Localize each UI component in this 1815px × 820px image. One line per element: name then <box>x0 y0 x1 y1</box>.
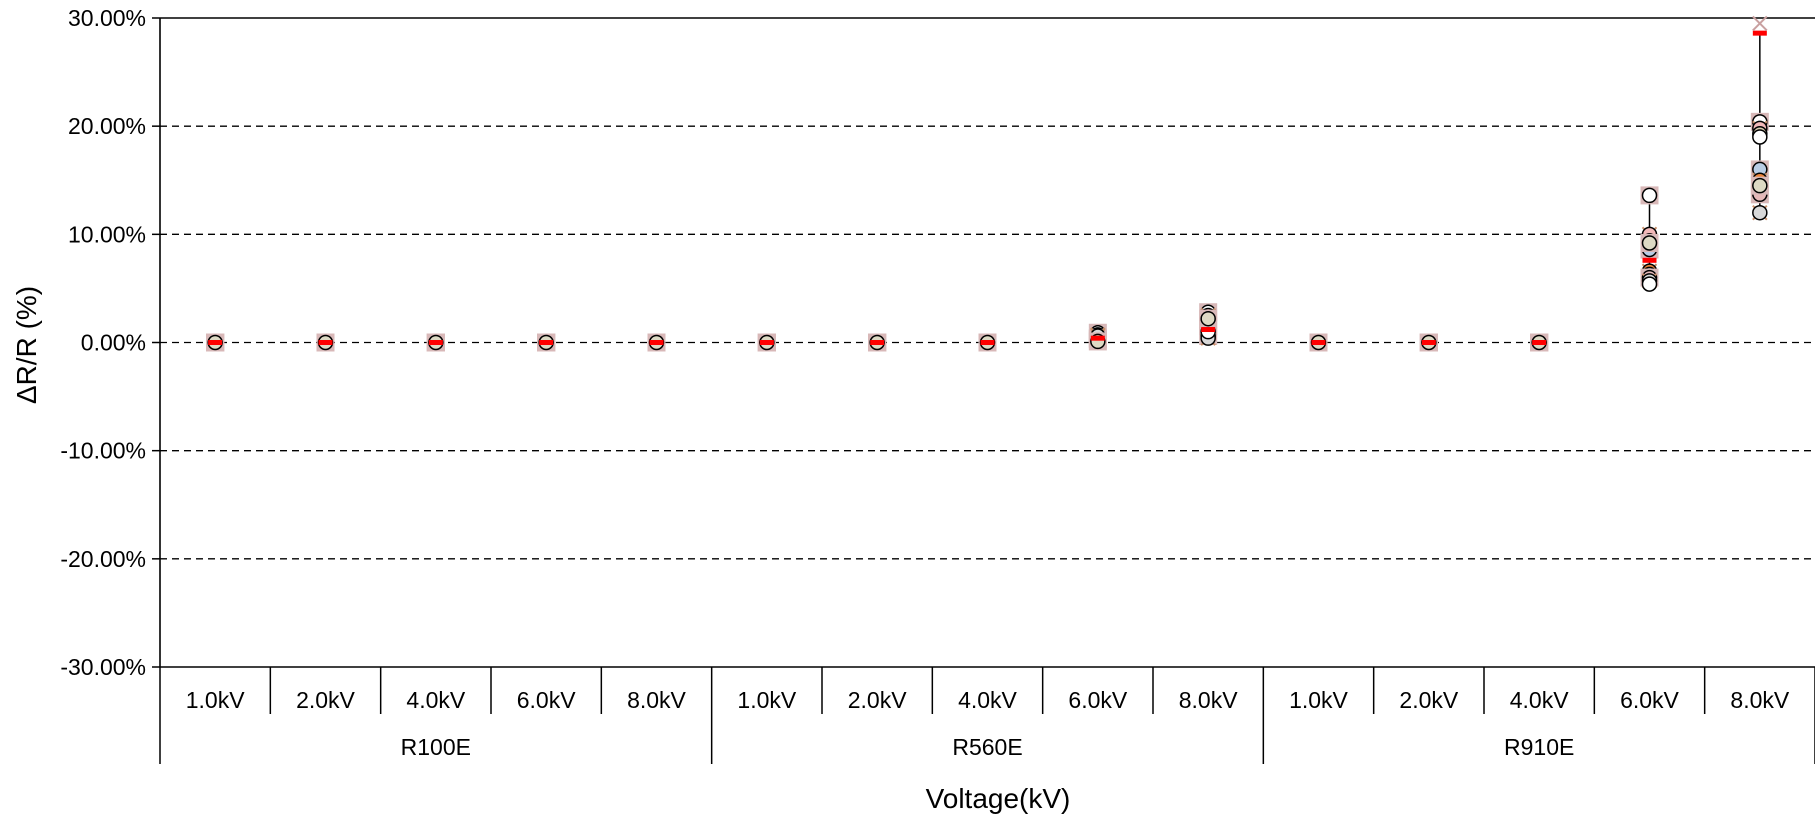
category-label: 8.0kV <box>1179 687 1238 713</box>
group-label: R100E <box>401 734 471 760</box>
sample-point <box>1641 187 1658 204</box>
grid-layer <box>160 17 1815 668</box>
y-tick-label: 30.00% <box>68 5 146 31</box>
category-label: 6.0kV <box>1068 687 1127 713</box>
x-axis-title: Voltage(kV) <box>926 783 1071 814</box>
group-label: R560E <box>952 734 1022 760</box>
sample-point <box>1752 129 1768 145</box>
data-points <box>206 15 1769 352</box>
mean-marker <box>318 340 333 345</box>
category-label: 2.0kV <box>296 687 355 713</box>
mean-marker <box>1201 327 1216 333</box>
axis-layer <box>152 17 161 668</box>
mean-marker <box>428 340 443 345</box>
y-axis-title: ΔR/R (%) <box>11 286 42 404</box>
mean-marker <box>208 340 223 345</box>
category-label: 6.0kV <box>517 687 576 713</box>
category-label: 1.0kV <box>186 687 245 713</box>
y-tick-labels: 30.00% 20.00% 10.00% 0.00% -10.00% -20.00% -30… <box>60 5 146 680</box>
mean-marker <box>870 340 885 345</box>
category-label: 2.0kV <box>848 687 907 713</box>
category-label: 8.0kV <box>1730 687 1789 713</box>
category-axis: 1.0kV 2.0kV 4.0kV 6.0kV 8.0kV R100E 1.0kV 2.0kV… <box>159 667 1815 764</box>
category-label: 2.0kV <box>1399 687 1458 713</box>
mean-marker <box>649 340 664 345</box>
sample-point <box>1641 276 1658 292</box>
y-tick-label: -20.00% <box>60 546 146 572</box>
y-tick-label: 20.00% <box>68 113 146 139</box>
mean-marker <box>539 340 554 345</box>
y-tick-label: 0.00% <box>81 330 146 356</box>
category-label: 4.0kV <box>1510 687 1569 713</box>
mean-marker <box>1642 257 1657 263</box>
mean-marker <box>1532 340 1547 345</box>
y-tick-label: -10.00% <box>60 438 146 464</box>
category-label: 6.0kV <box>1620 687 1679 713</box>
mean-marker <box>759 340 774 345</box>
y-tick-label: -30.00% <box>60 654 146 680</box>
mean-marker <box>1752 30 1767 36</box>
sample-point <box>1641 235 1658 251</box>
sample-point <box>1752 204 1768 221</box>
mean-marker <box>1421 340 1436 345</box>
mean-marker <box>980 340 995 345</box>
group-label: R910E <box>1504 734 1574 760</box>
category-label: 1.0kV <box>1289 687 1348 713</box>
max-marker <box>1752 15 1768 32</box>
category-label: 4.0kV <box>958 687 1017 713</box>
sample-point <box>1200 310 1216 327</box>
category-label: 8.0kV <box>627 687 686 713</box>
mean-marker <box>1311 340 1326 345</box>
sample-point <box>1752 177 1768 194</box>
category-label: 1.0kV <box>737 687 796 713</box>
category-label: 4.0kV <box>406 687 465 713</box>
y-tick-label: 10.00% <box>68 221 146 247</box>
mean-marker <box>1090 335 1105 341</box>
